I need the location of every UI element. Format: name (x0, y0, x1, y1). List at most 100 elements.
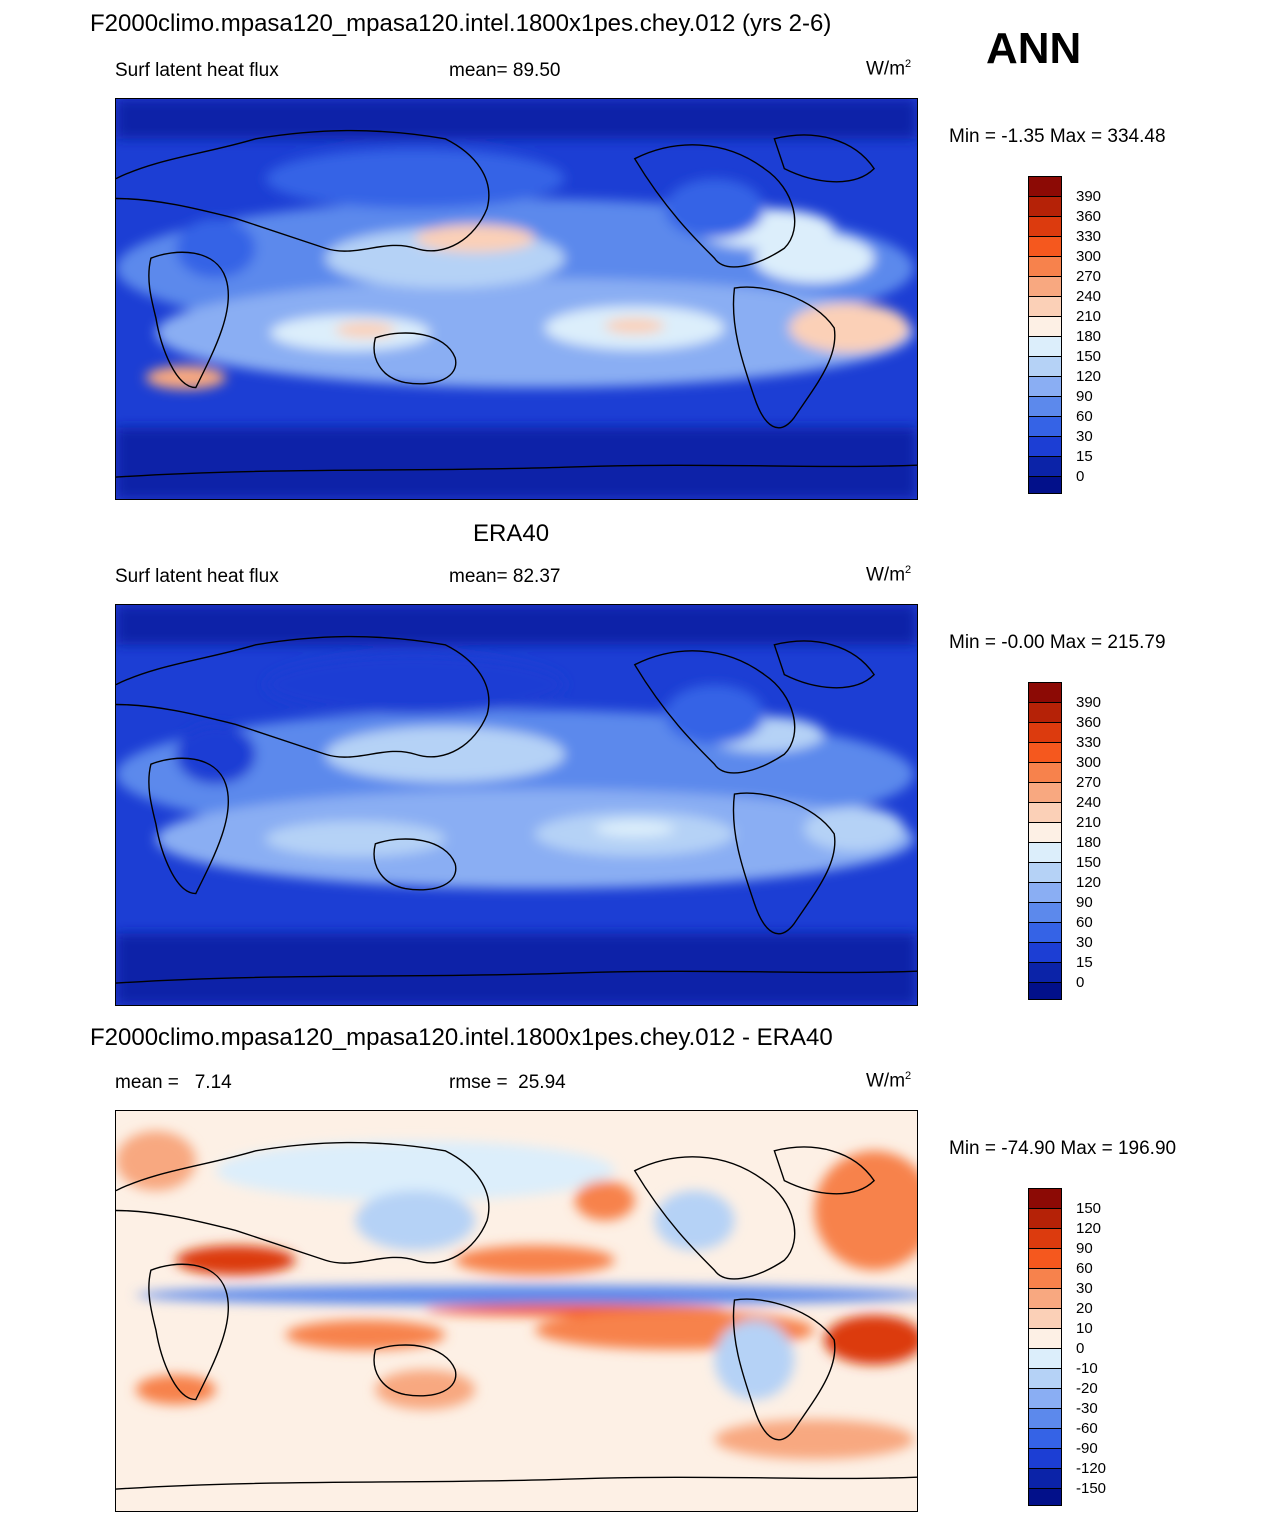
panel-obs-colorbar-swatch (1029, 683, 1061, 703)
panel-obs-colorbar (1028, 682, 1062, 1000)
panel-obs-colorbar-label: 240 (1076, 794, 1102, 811)
panel-model-colorbar-label: 15 (1076, 448, 1093, 465)
panel-model-map (115, 98, 918, 500)
panel-model-colorbar-swatch (1029, 297, 1061, 317)
panel-diff-colorbar-label: -20 (1076, 1380, 1098, 1397)
panel-obs-colorbar-label: 330 (1076, 734, 1102, 751)
panel-model-colorbar-swatch (1029, 477, 1061, 493)
panel-model-colorbar-label: 90 (1076, 388, 1093, 405)
panel-diff-colorbar-swatch (1029, 1389, 1061, 1409)
panel-diff-colorbar-swatch (1029, 1329, 1061, 1349)
panel-model-colorbar-swatch (1029, 237, 1061, 257)
season-label: ANN (986, 24, 1082, 73)
panel-obs-colorbar-swatch (1029, 883, 1061, 903)
panel-model-minmax: Min = -1.35 Max = 334.48 (949, 126, 1166, 147)
panel-obs-colorbar-swatch (1029, 803, 1061, 823)
panel-model-colorbar-label: 270 (1076, 268, 1102, 285)
panel-obs-colorbar-swatch (1029, 863, 1061, 883)
panel-obs-colorbar-label: 0 (1076, 974, 1085, 991)
panel-obs-variable-label: Surf latent heat flux (115, 566, 279, 587)
panel-model-colorbar-swatch (1029, 437, 1061, 457)
panel-model-colorbar-label: 360 (1076, 208, 1102, 225)
panel-obs-mean-label: mean= 82.37 (449, 566, 561, 587)
panel-model-colorbar-swatch (1029, 397, 1061, 417)
panel-obs-colorbar-label: 150 (1076, 854, 1102, 871)
panel-model-colorbar-swatch (1029, 417, 1061, 437)
panel-obs-colorbar-swatch (1029, 743, 1061, 763)
panel-model-variable-label: Surf latent heat flux (115, 60, 279, 81)
panel-model-colorbar-label: 120 (1076, 368, 1102, 385)
panel-diff-colorbar-label: 90 (1076, 1240, 1093, 1257)
panel-model-colorbar-swatch (1029, 217, 1061, 237)
panel-obs-colorbar-label: 15 (1076, 954, 1093, 971)
panel-diff-mean-label: mean = 7.14 (115, 1072, 232, 1093)
panel-diff-colorbar-label: -60 (1076, 1420, 1098, 1437)
panel-diff-colorbar-label: 120 (1076, 1220, 1102, 1237)
panel-obs-colorbar-swatch (1029, 703, 1061, 723)
panel-diff-colorbar-label: -10 (1076, 1360, 1098, 1377)
panel-diff-colorbar-label: -30 (1076, 1400, 1098, 1417)
panel-model-units: W/m2 (866, 58, 912, 80)
panel-obs-colorbar-swatch (1029, 763, 1061, 783)
panel-obs-colorbar-swatch (1029, 923, 1061, 943)
panel-model-colorbar-swatch (1029, 257, 1061, 277)
panel-diff-colorbar-swatch (1029, 1349, 1061, 1369)
panel-obs-colorbar-swatch (1029, 823, 1061, 843)
panel-model-colorbar-label: 210 (1076, 308, 1102, 325)
panel-diff-units: W/m2 (866, 1070, 912, 1092)
panel-diff-colorbar-swatch (1029, 1229, 1061, 1249)
panel-obs-colorbar-swatch (1029, 943, 1061, 963)
panel-obs-colorbar-swatch (1029, 963, 1061, 983)
panel-obs-map (115, 604, 918, 1006)
panel-obs-colorbar-swatch (1029, 903, 1061, 923)
panel-model-colorbar (1028, 176, 1062, 494)
panel-obs-colorbar-label: 90 (1076, 894, 1093, 911)
panel-obs-colorbar-swatch (1029, 843, 1061, 863)
panel-obs-colorbar-label: 390 (1076, 694, 1102, 711)
panel-obs-map-svg (116, 605, 917, 1005)
panel-model-colorbar-label: 150 (1076, 348, 1102, 365)
panel-obs-colorbar-label: 300 (1076, 754, 1102, 771)
panel-obs-units: W/m2 (866, 564, 912, 586)
panel-model-colorbar-label: 180 (1076, 328, 1102, 345)
panel-diff-colorbar-swatch (1029, 1189, 1061, 1209)
panel-diff-colorbar-label: 30 (1076, 1280, 1093, 1297)
panel-model-colorbar-label: 30 (1076, 428, 1093, 445)
panel-diff-colorbar-swatch (1029, 1409, 1061, 1429)
panel-diff-colorbar-swatch (1029, 1289, 1061, 1309)
panel-diff-map-svg (116, 1111, 917, 1511)
panel-diff-colorbar-swatch (1029, 1249, 1061, 1269)
panel-diff-title: F2000climo.mpasa120_mpasa120.intel.1800x… (90, 1024, 833, 1051)
panel-model-colorbar-swatch (1029, 317, 1061, 337)
panel-model-colorbar-label: 330 (1076, 228, 1102, 245)
panel-diff-colorbar-swatch (1029, 1449, 1061, 1469)
panel-diff-colorbar-swatch (1029, 1209, 1061, 1229)
panel-model-colorbar-label: 390 (1076, 188, 1102, 205)
panel-diff-colorbar-swatch (1029, 1489, 1061, 1505)
panel-obs-colorbar-swatch (1029, 723, 1061, 743)
panel-model-map-svg (116, 99, 917, 499)
panel-model-title: F2000climo.mpasa120_mpasa120.intel.1800x… (90, 10, 832, 37)
panel-obs-colorbar-swatch (1029, 783, 1061, 803)
panel-model-colorbar-label: 300 (1076, 248, 1102, 265)
panel-model-colorbar-swatch (1029, 457, 1061, 477)
panel-diff-colorbar-label: 0 (1076, 1340, 1085, 1357)
panel-diff-colorbar-swatch (1029, 1429, 1061, 1449)
panel-diff-colorbar-label: 10 (1076, 1320, 1093, 1337)
panel-obs-colorbar-swatch (1029, 983, 1061, 999)
panel-diff-colorbar-swatch (1029, 1269, 1061, 1289)
panel-diff-rmse-label: rmse = 25.94 (449, 1072, 566, 1093)
panel-diff-colorbar-label: 150 (1076, 1200, 1102, 1217)
panel-diff-colorbar-swatch (1029, 1309, 1061, 1329)
panel-diff-colorbar-swatch (1029, 1469, 1061, 1489)
panel-model-colorbar-swatch (1029, 377, 1061, 397)
panel-diff-colorbar-label: -150 (1076, 1480, 1107, 1497)
panel-obs-colorbar-label: 270 (1076, 774, 1102, 791)
panel-diff-colorbar-label: -90 (1076, 1440, 1098, 1457)
panel-diff-minmax: Min = -74.90 Max = 196.90 (949, 1138, 1177, 1159)
panel-obs-colorbar-label: 60 (1076, 914, 1093, 931)
panel-diff-colorbar (1028, 1188, 1062, 1506)
panel-model-colorbar-swatch (1029, 357, 1061, 377)
panel-obs-colorbar-label: 210 (1076, 814, 1102, 831)
panel-diff-colorbar-swatch (1029, 1369, 1061, 1389)
